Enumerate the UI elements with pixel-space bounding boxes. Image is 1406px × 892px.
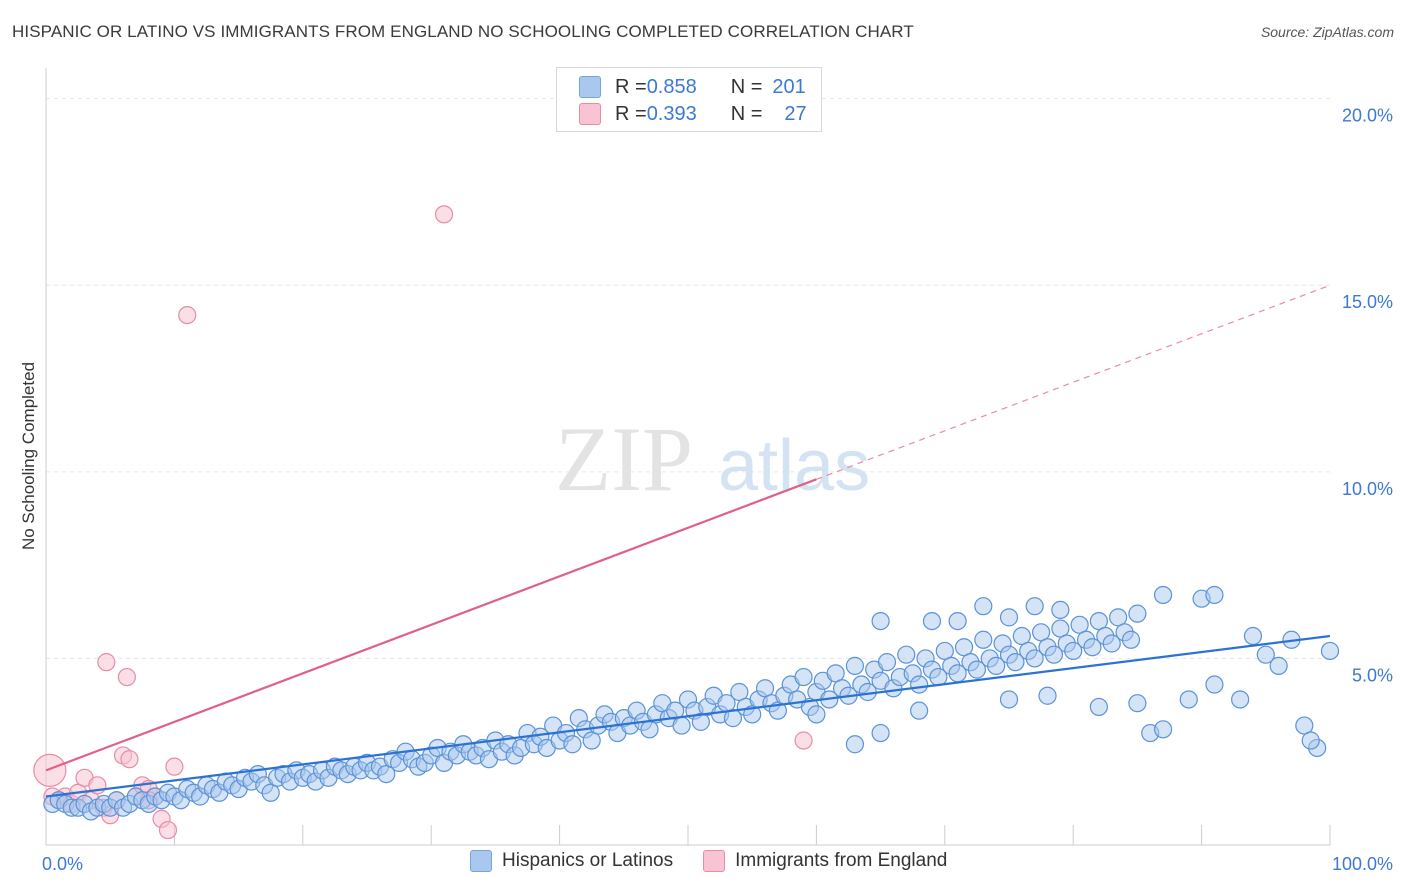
hispanic-point	[910, 675, 929, 694]
n-label: N =	[730, 75, 763, 98]
x-tick-label: 0.0%	[42, 854, 83, 874]
hispanic-point	[974, 630, 993, 649]
series-legend: Hispanics or Latinos Immigrants from Eng…	[470, 850, 977, 872]
y-tick-label: 15.0%	[1342, 292, 1393, 312]
legend-row-england: R = 0.393 N = 27	[579, 101, 807, 127]
legend-item-england: Immigrants from England	[703, 850, 947, 872]
hispanic-point	[897, 645, 916, 664]
n-value: 27	[784, 102, 807, 125]
hispanic-point	[1051, 600, 1070, 620]
hispanic-point	[1102, 634, 1121, 653]
hispanic-point	[1089, 697, 1108, 717]
hispanic-point	[910, 701, 929, 720]
hispanic-point	[1128, 694, 1147, 713]
hispanic-point	[1256, 645, 1275, 664]
y-tick-label: 5.0%	[1352, 665, 1393, 685]
england-point	[158, 820, 178, 840]
hispanic-point	[1006, 653, 1025, 672]
n-value: 201	[772, 75, 806, 98]
england-trend-line	[45, 478, 817, 772]
hispanic-point	[1231, 690, 1250, 709]
watermark-atlas: atlas	[718, 426, 870, 506]
hispanic-point	[807, 705, 826, 724]
grid-lines	[46, 98, 1330, 659]
hispanic-point	[1044, 645, 1064, 664]
hispanic-trend-line	[45, 634, 1331, 798]
tick-labels: 5.0% 10.0% 15.0% 20.0% 0.0% 100.0%	[42, 106, 1393, 874]
england-point	[794, 731, 813, 750]
hispanic-point	[967, 660, 987, 679]
watermark: ZIP atlas	[555, 408, 870, 510]
hispanic-point	[1205, 585, 1224, 605]
legend-swatch-blue	[470, 850, 492, 872]
y-tick-label: 10.0%	[1342, 479, 1393, 499]
y-axis-label: No Schooling Completed	[19, 362, 38, 550]
hispanic-point	[1153, 585, 1173, 605]
hispanic-point	[794, 667, 813, 687]
hispanic-point	[974, 597, 993, 616]
hispanic-point	[1179, 690, 1198, 709]
hispanic-point	[1320, 641, 1340, 661]
hispanic-point	[871, 723, 890, 743]
x-tick-label: 100.0%	[1332, 854, 1393, 874]
england-point	[178, 305, 197, 325]
england-point	[165, 757, 184, 776]
n-label: N =	[730, 102, 763, 125]
legend-swatch-blue	[579, 76, 601, 98]
hispanic-point	[1153, 720, 1173, 739]
hispanic-point	[845, 656, 865, 675]
r-value: 0.393	[646, 102, 697, 125]
hispanic-point	[1128, 604, 1147, 623]
chart-title: HISPANIC OR LATINO VS IMMIGRANTS FROM EN…	[12, 22, 914, 41]
correlation-legend: R = 0.858 N = 201 R = 0.393 N = 27	[556, 67, 822, 132]
trend-lines	[45, 284, 1331, 798]
hispanic-point	[999, 690, 1019, 709]
y-tick-label: 20.0%	[1342, 106, 1393, 126]
series-hispanics-or-latinos	[43, 585, 1340, 821]
england-point	[120, 750, 139, 769]
england-point	[97, 653, 116, 672]
hispanic-point	[845, 735, 865, 754]
hispanic-point	[672, 716, 691, 735]
england-point	[117, 667, 136, 687]
england-point	[33, 753, 67, 787]
hispanic-point	[987, 656, 1006, 675]
hispanic-point	[1083, 638, 1102, 657]
hispanic-point	[1243, 626, 1263, 646]
legend-swatch-pink	[703, 850, 726, 872]
source-note: Source: ZipAtlas.com	[1260, 24, 1394, 40]
legend-item-hispanics: Hispanics or Latinos	[470, 850, 673, 872]
legend-label: Hispanics or Latinos	[502, 850, 674, 871]
legend-swatch-pink	[579, 103, 601, 125]
r-label: R =	[615, 75, 647, 98]
hispanic-point	[1205, 675, 1224, 694]
hispanic-point	[1025, 597, 1044, 616]
hispanic-point	[1121, 630, 1141, 649]
hispanic-point	[563, 735, 582, 754]
hispanic-point	[877, 653, 897, 672]
hispanic-point	[999, 608, 1019, 627]
hispanic-point	[1269, 656, 1288, 675]
hispanic-point	[948, 611, 967, 631]
hispanic-point	[1301, 731, 1320, 750]
axes	[45, 68, 1331, 846]
hispanic-point	[922, 611, 942, 631]
r-label: R =	[615, 102, 647, 125]
england-trend-extension	[816, 284, 1331, 480]
r-value: 0.858	[646, 75, 697, 98]
legend-row-hispanics: R = 0.858 N = 201	[579, 74, 806, 100]
series-immigrants-from-england	[33, 205, 813, 840]
watermark-zip: ZIP	[555, 408, 693, 510]
hispanic-point	[1064, 641, 1083, 661]
england-point	[434, 205, 454, 224]
hispanic-point	[1025, 649, 1044, 668]
hispanic-point	[871, 611, 890, 631]
legend-label: Immigrants from England	[735, 850, 948, 871]
hispanic-point	[1038, 686, 1057, 705]
